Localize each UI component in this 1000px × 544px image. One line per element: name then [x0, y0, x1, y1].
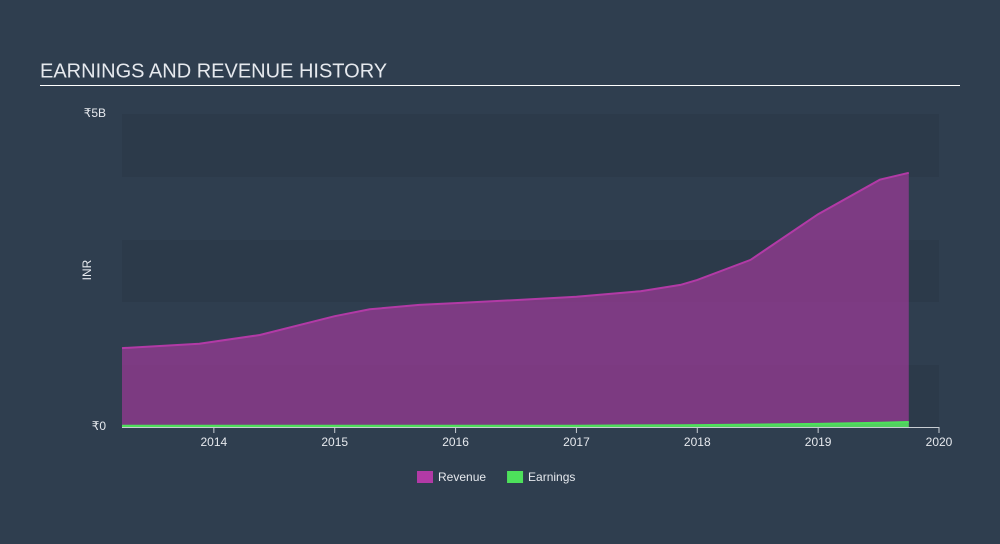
x-tick-label: 2014 [201, 435, 228, 449]
chart-title: EARNINGS AND REVENUE HISTORY [40, 60, 387, 82]
x-tick-label: 2015 [321, 435, 348, 449]
x-tick-label: 2017 [563, 435, 590, 449]
x-tick-label: 2019 [805, 435, 832, 449]
y-tick-label: ₹5B [84, 106, 106, 120]
area [122, 172, 909, 427]
band [122, 114, 939, 177]
y-tick-label: ₹0 [92, 419, 107, 433]
x-tick-label: 2016 [442, 435, 469, 449]
y-axis-label: INR [80, 259, 94, 280]
x-tick-label: 2020 [926, 435, 953, 449]
legend-label: Earnings [528, 470, 575, 484]
line [122, 421, 909, 427]
line [121, 171, 910, 350]
legend-swatch [417, 471, 433, 483]
legend-swatch [507, 471, 524, 483]
legend-label: Revenue [438, 470, 486, 484]
x-tick-label: 2018 [684, 435, 711, 449]
